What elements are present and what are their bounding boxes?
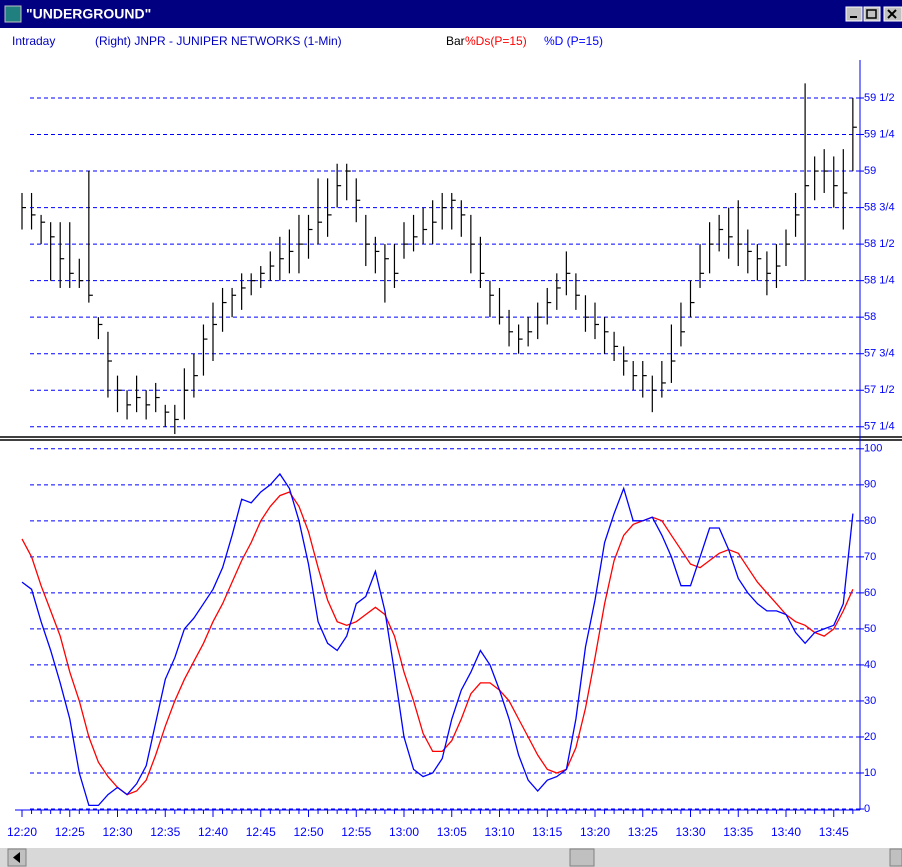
x-tick-label: 12:35 xyxy=(150,825,180,839)
x-tick-label: 13:35 xyxy=(723,825,753,839)
y-tick-label: 90 xyxy=(864,479,876,491)
y-tick-label: 59 1/2 xyxy=(864,92,895,104)
y-tick-label: 30 xyxy=(864,695,876,707)
scroll-right-button[interactable] xyxy=(889,848,902,867)
y-tick-label: 40 xyxy=(864,659,876,671)
scrollbar xyxy=(0,848,902,867)
x-tick-label: 13:10 xyxy=(484,825,514,839)
y-tick-label: 0 xyxy=(864,803,870,815)
legend-ds: %Ds(P=15) xyxy=(465,34,527,48)
y-tick-label: 58 xyxy=(864,311,876,323)
oscillator-line xyxy=(21,491,854,796)
x-tick-label: 12:30 xyxy=(102,825,132,839)
y-tick-label: 80 xyxy=(864,515,876,527)
close-glyph xyxy=(887,9,897,19)
header-mode: Intraday xyxy=(12,34,55,48)
y-tick-label: 10 xyxy=(864,767,876,779)
x-tick-label: 13:30 xyxy=(675,825,705,839)
y-tick-label: 20 xyxy=(864,731,876,743)
x-tick-label: 13:40 xyxy=(771,825,801,839)
y-tick-label: 59 1/4 xyxy=(864,128,895,140)
y-tick-label: 58 3/4 xyxy=(864,201,895,213)
x-tick-label: 13:45 xyxy=(819,825,849,839)
x-tick-label: 13:15 xyxy=(532,825,562,839)
y-tick-label: 100 xyxy=(864,443,882,455)
x-tick-label: 12:20 xyxy=(7,825,37,839)
legend-bar: Bar xyxy=(446,34,465,48)
maximize-glyph xyxy=(866,9,877,19)
scroll-track[interactable] xyxy=(0,848,902,867)
y-tick-label: 58 1/4 xyxy=(864,275,895,287)
y-tick-label: 57 3/4 xyxy=(864,348,895,360)
y-tick-label: 57 1/2 xyxy=(864,384,895,396)
x-tick-label: 12:55 xyxy=(341,825,371,839)
scroll-thumb[interactable] xyxy=(569,848,595,867)
title-bar xyxy=(0,0,902,28)
legend-d: %D (P=15) xyxy=(544,34,603,48)
x-tick-label: 12:40 xyxy=(198,825,228,839)
y-tick-label: 58 1/2 xyxy=(864,238,895,250)
x-tick-label: 13:20 xyxy=(580,825,610,839)
y-tick-label: 59 xyxy=(864,165,876,177)
x-tick-label: 13:00 xyxy=(389,825,419,839)
y-tick-label: 70 xyxy=(864,551,876,563)
y-tick-label: 57 1/4 xyxy=(864,421,895,433)
oscillator-line xyxy=(21,472,854,807)
x-tick-label: 12:25 xyxy=(55,825,85,839)
header-symbol: (Right) JNPR - JUNIPER NETWORKS (1-Min) xyxy=(95,34,342,48)
minimize-button[interactable] xyxy=(845,6,863,22)
window-title: "UNDERGROUND" xyxy=(26,6,151,22)
y-tick-label: 50 xyxy=(864,623,876,635)
app-icon[interactable] xyxy=(4,5,22,23)
x-tick-label: 12:45 xyxy=(246,825,276,839)
window-buttons xyxy=(845,6,902,22)
y-tick-label: 60 xyxy=(864,587,876,599)
x-tick-label: 12:50 xyxy=(293,825,323,839)
scroll-left-arrow xyxy=(13,852,20,863)
x-tick-label: 13:25 xyxy=(628,825,658,839)
x-tick-label: 13:05 xyxy=(437,825,467,839)
